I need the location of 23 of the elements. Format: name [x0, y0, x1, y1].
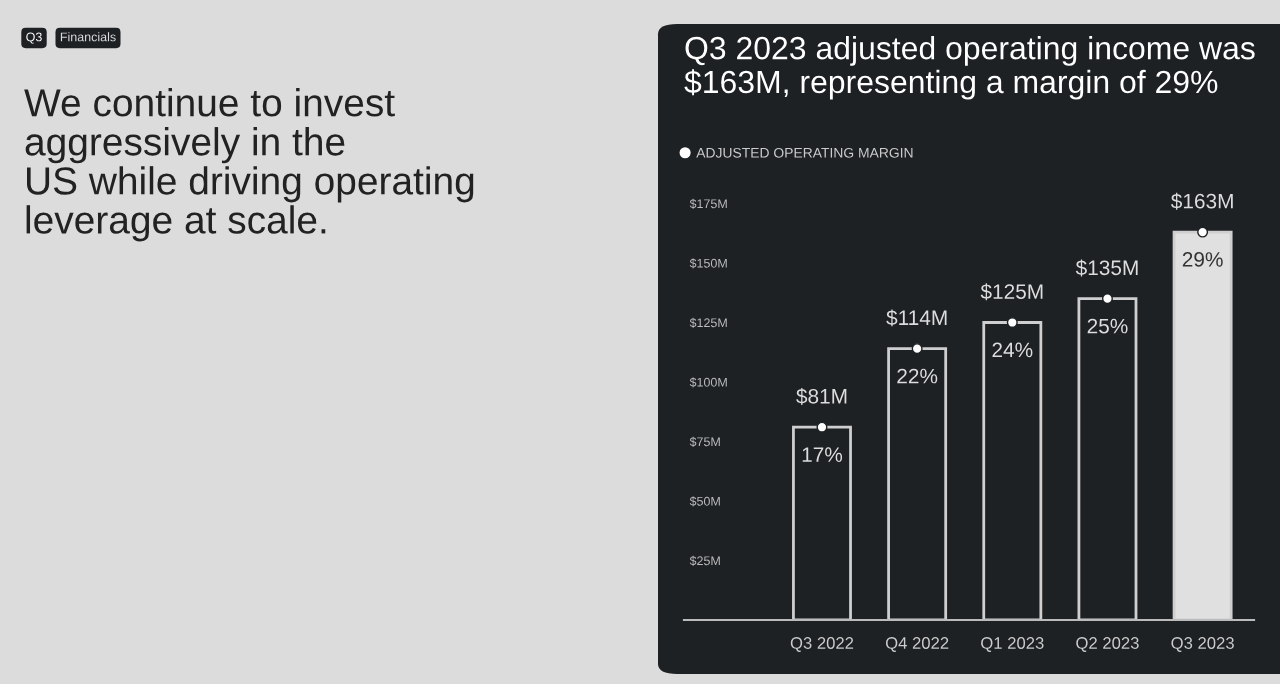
- data-label: $81M: [796, 388, 847, 405]
- chart-title: Q3 2023 adjusted operating income was $163M, representing a margin of 29%: [684, 36, 1255, 100]
- bar: [887, 347, 948, 620]
- annotation: 22%: [897, 368, 938, 384]
- annotation: 24%: [992, 342, 1033, 358]
- point: [816, 421, 828, 433]
- annotation: 29%: [1182, 252, 1223, 267]
- annotation: 17%: [802, 447, 843, 462]
- x-tick-label: Q1 2023: [981, 637, 1044, 652]
- bar: [792, 425, 852, 620]
- bar: [1077, 297, 1138, 620]
- x-tick-label: Q2 2023: [1076, 637, 1139, 652]
- bar: [1172, 230, 1233, 620]
- data-label: $125M: [980, 283, 1043, 301]
- data-label: $114M: [886, 309, 947, 327]
- data-label: $135M: [1075, 259, 1138, 277]
- data-label: $163M: [1170, 192, 1233, 210]
- text: We continue to invest aggressively in the US while driving operating leverage at scale.: [24, 88, 474, 242]
- x-tick-label: Q3 2023: [1171, 637, 1234, 652]
- x-tick-label: Q4 2022: [885, 637, 949, 652]
- bar: [982, 321, 1043, 620]
- annotation: 25%: [1087, 318, 1128, 334]
- x-tick-label: Q3 2022: [790, 637, 854, 652]
